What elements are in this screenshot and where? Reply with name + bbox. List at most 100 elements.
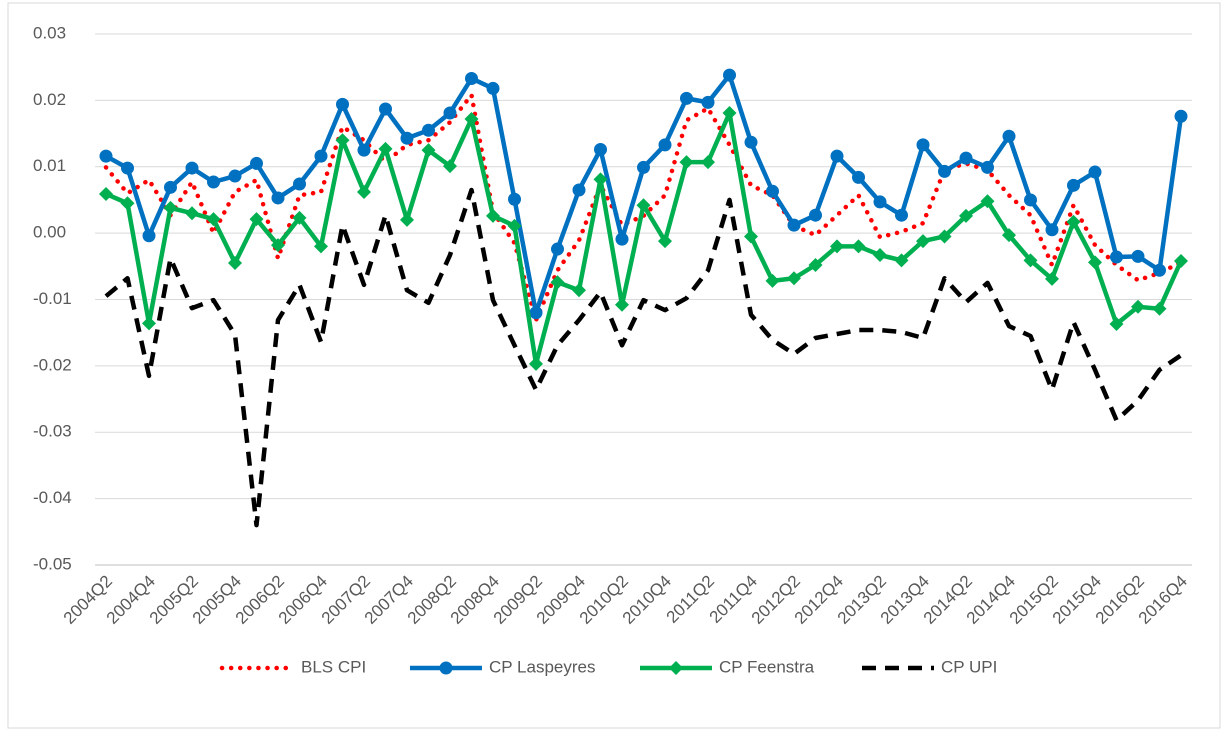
marker: [1067, 178, 1080, 192]
marker: [1002, 129, 1016, 143]
marker: [981, 160, 994, 174]
marker: [1024, 193, 1037, 207]
marker: [701, 95, 715, 109]
marker: [249, 212, 264, 227]
legend-label: BLS CPI: [301, 657, 366, 676]
marker: [679, 155, 694, 170]
marker: [658, 234, 672, 249]
marker: [1153, 263, 1166, 277]
legend-marker: [439, 661, 453, 675]
marker: [207, 175, 220, 189]
y-tick-label: 0.02: [33, 90, 66, 109]
marker: [594, 142, 607, 156]
y-tick-label: -0.05: [33, 554, 72, 573]
marker: [808, 257, 823, 272]
marker: [916, 138, 930, 152]
series-line: [104, 187, 1183, 528]
marker: [1045, 271, 1059, 286]
marker: [120, 196, 135, 211]
marker: [1131, 299, 1145, 314]
marker: [937, 229, 952, 244]
marker: [916, 234, 930, 249]
legend-item: CP UPI: [862, 657, 997, 676]
legend-label: CP UPI: [941, 657, 997, 676]
legend-item: CP Feenstra: [640, 657, 815, 676]
marker: [206, 212, 221, 227]
marker: [766, 184, 779, 198]
marker: [701, 155, 715, 170]
marker: [378, 141, 393, 156]
marker: [787, 218, 801, 232]
y-tick-label: -0.02: [33, 355, 72, 374]
marker: [335, 133, 350, 148]
marker: [1110, 250, 1123, 264]
y-tick-label: -0.01: [33, 289, 72, 308]
marker: [1174, 109, 1188, 123]
marker: [121, 161, 134, 175]
marker: [185, 206, 199, 221]
marker: [507, 218, 522, 233]
marker: [830, 239, 844, 254]
legend-item: CP Laspeyres: [410, 657, 595, 676]
marker: [636, 198, 651, 213]
marker: [336, 97, 349, 111]
marker: [400, 212, 414, 227]
marker: [787, 271, 801, 286]
marker: [938, 164, 951, 178]
marker: [1174, 254, 1188, 269]
marker: [572, 183, 586, 197]
marker: [680, 91, 693, 105]
y-tick-label: -0.04: [33, 488, 72, 507]
marker: [1088, 165, 1102, 179]
marker: [980, 194, 995, 209]
marker: [357, 184, 371, 199]
marker: [164, 180, 177, 194]
marker: [1109, 317, 1124, 332]
marker: [443, 159, 457, 174]
marker: [722, 105, 737, 120]
marker: [508, 192, 521, 206]
y-tick-label: 0.00: [33, 223, 66, 242]
marker: [1152, 301, 1167, 316]
marker: [271, 238, 285, 253]
legend-marker: [669, 661, 683, 675]
marker: [421, 143, 436, 158]
marker: [529, 306, 543, 320]
marker: [99, 186, 113, 201]
marker: [551, 242, 564, 256]
marker: [852, 170, 865, 184]
marker: [744, 229, 758, 244]
marker: [292, 210, 307, 225]
marker: [637, 160, 650, 174]
marker: [422, 123, 435, 137]
marker: [314, 149, 328, 163]
y-tick-label: -0.03: [33, 422, 72, 441]
marker: [293, 177, 306, 191]
marker: [830, 149, 844, 163]
marker: [142, 316, 156, 331]
marker: [873, 248, 887, 263]
marker: [357, 143, 371, 157]
marker: [1045, 223, 1059, 237]
marker: [744, 135, 758, 149]
marker: [959, 208, 973, 223]
marker: [228, 255, 242, 270]
legend-item: BLS CPI: [219, 657, 366, 676]
marker: [486, 81, 500, 95]
marker: [895, 208, 908, 222]
marker: [99, 149, 113, 163]
marker: [379, 102, 392, 116]
marker: [1088, 255, 1102, 270]
marker: [529, 356, 543, 371]
marker: [185, 161, 199, 175]
marker: [1131, 249, 1145, 263]
marker: [959, 151, 973, 165]
marker: [851, 239, 866, 254]
marker: [250, 156, 263, 170]
marker: [615, 297, 629, 312]
marker: [1066, 214, 1081, 229]
marker: [228, 169, 242, 183]
marker: [142, 229, 156, 243]
